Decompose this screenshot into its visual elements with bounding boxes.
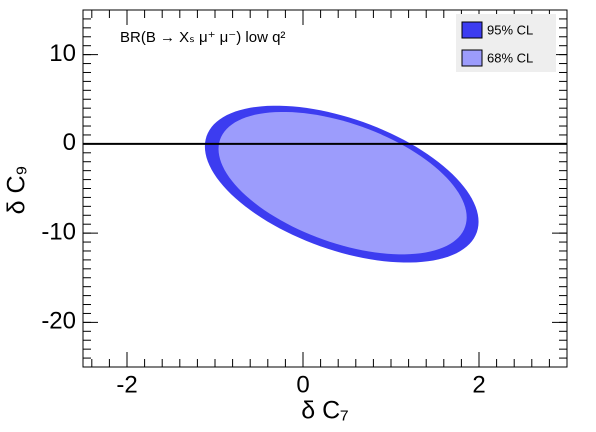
y-tick-label: 0 xyxy=(63,129,76,156)
legend-swatch xyxy=(461,49,483,67)
annotation: BR(B → Xₛ μ⁺ μ⁻) low q² xyxy=(120,29,285,46)
y-axis-title: δ C₉ xyxy=(3,166,31,215)
confidence-region xyxy=(218,111,467,255)
y-tick-label: -20 xyxy=(41,308,76,335)
legend-label: 95% CL xyxy=(487,22,533,37)
legend-label: 68% CL xyxy=(487,50,533,65)
y-tick-label: 10 xyxy=(49,40,76,67)
x-tick-label: -2 xyxy=(116,371,137,398)
y-tick-label: -10 xyxy=(41,218,76,245)
x-tick-label: 0 xyxy=(296,371,309,398)
legend-swatch xyxy=(461,21,483,39)
x-axis-title: δ C₇ xyxy=(301,397,349,425)
x-tick-label: 2 xyxy=(472,371,485,398)
plot-area xyxy=(83,105,567,263)
